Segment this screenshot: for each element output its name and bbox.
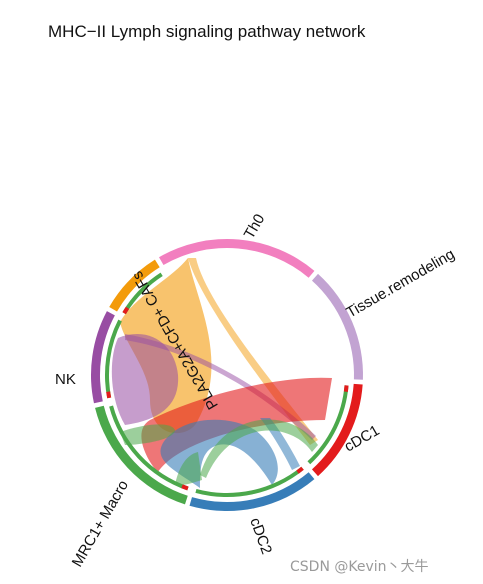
ribbon-mrc1-to-cdc1 — [200, 419, 318, 478]
arc-tissue — [311, 273, 363, 380]
inner-track-cdc2 — [195, 466, 304, 498]
inner-marker-cdc2 — [296, 466, 304, 474]
arc-nk — [90, 311, 115, 404]
arc-cdc2 — [189, 472, 315, 512]
ribbon-nk-to-mrc1 — [111, 333, 179, 425]
inner-marker-nk — [106, 391, 112, 399]
inner-track-caf — [122, 272, 163, 315]
inner-track-tissue — [307, 286, 349, 377]
ribbon-mrc1-to-cdc2 — [175, 452, 202, 486]
watermark-text: CSDN @Kevin丶大牛 — [290, 559, 429, 575]
inner-marker-cdc1 — [343, 385, 349, 392]
arc-caf — [109, 259, 160, 312]
ribbon-mrc1-to-mrc1 — [120, 424, 175, 445]
inner-marker-mrc1 — [181, 484, 189, 491]
chord-arcs — [90, 238, 363, 512]
label-th0: Th0 — [241, 211, 269, 242]
arc-cdc1 — [311, 383, 363, 477]
arc-mrc1 — [95, 405, 188, 505]
chart-title: MHC−II Lymph signaling pathway network — [48, 22, 366, 41]
inner-marker-caf — [122, 306, 130, 315]
label-cdc2: cDC2 — [246, 516, 275, 557]
label-mrc1: MRC1+ Macro — [69, 477, 132, 570]
label-tissue: Tissue.remodeling — [344, 246, 458, 322]
arc-th0 — [159, 238, 315, 278]
ribbon-cdc2-to-cdc1 — [260, 418, 300, 470]
label-nk: NK — [55, 371, 76, 388]
inner-track-nk — [105, 319, 122, 399]
chord-ribbons — [111, 258, 332, 488]
inner-track-cdc1 — [307, 385, 349, 465]
